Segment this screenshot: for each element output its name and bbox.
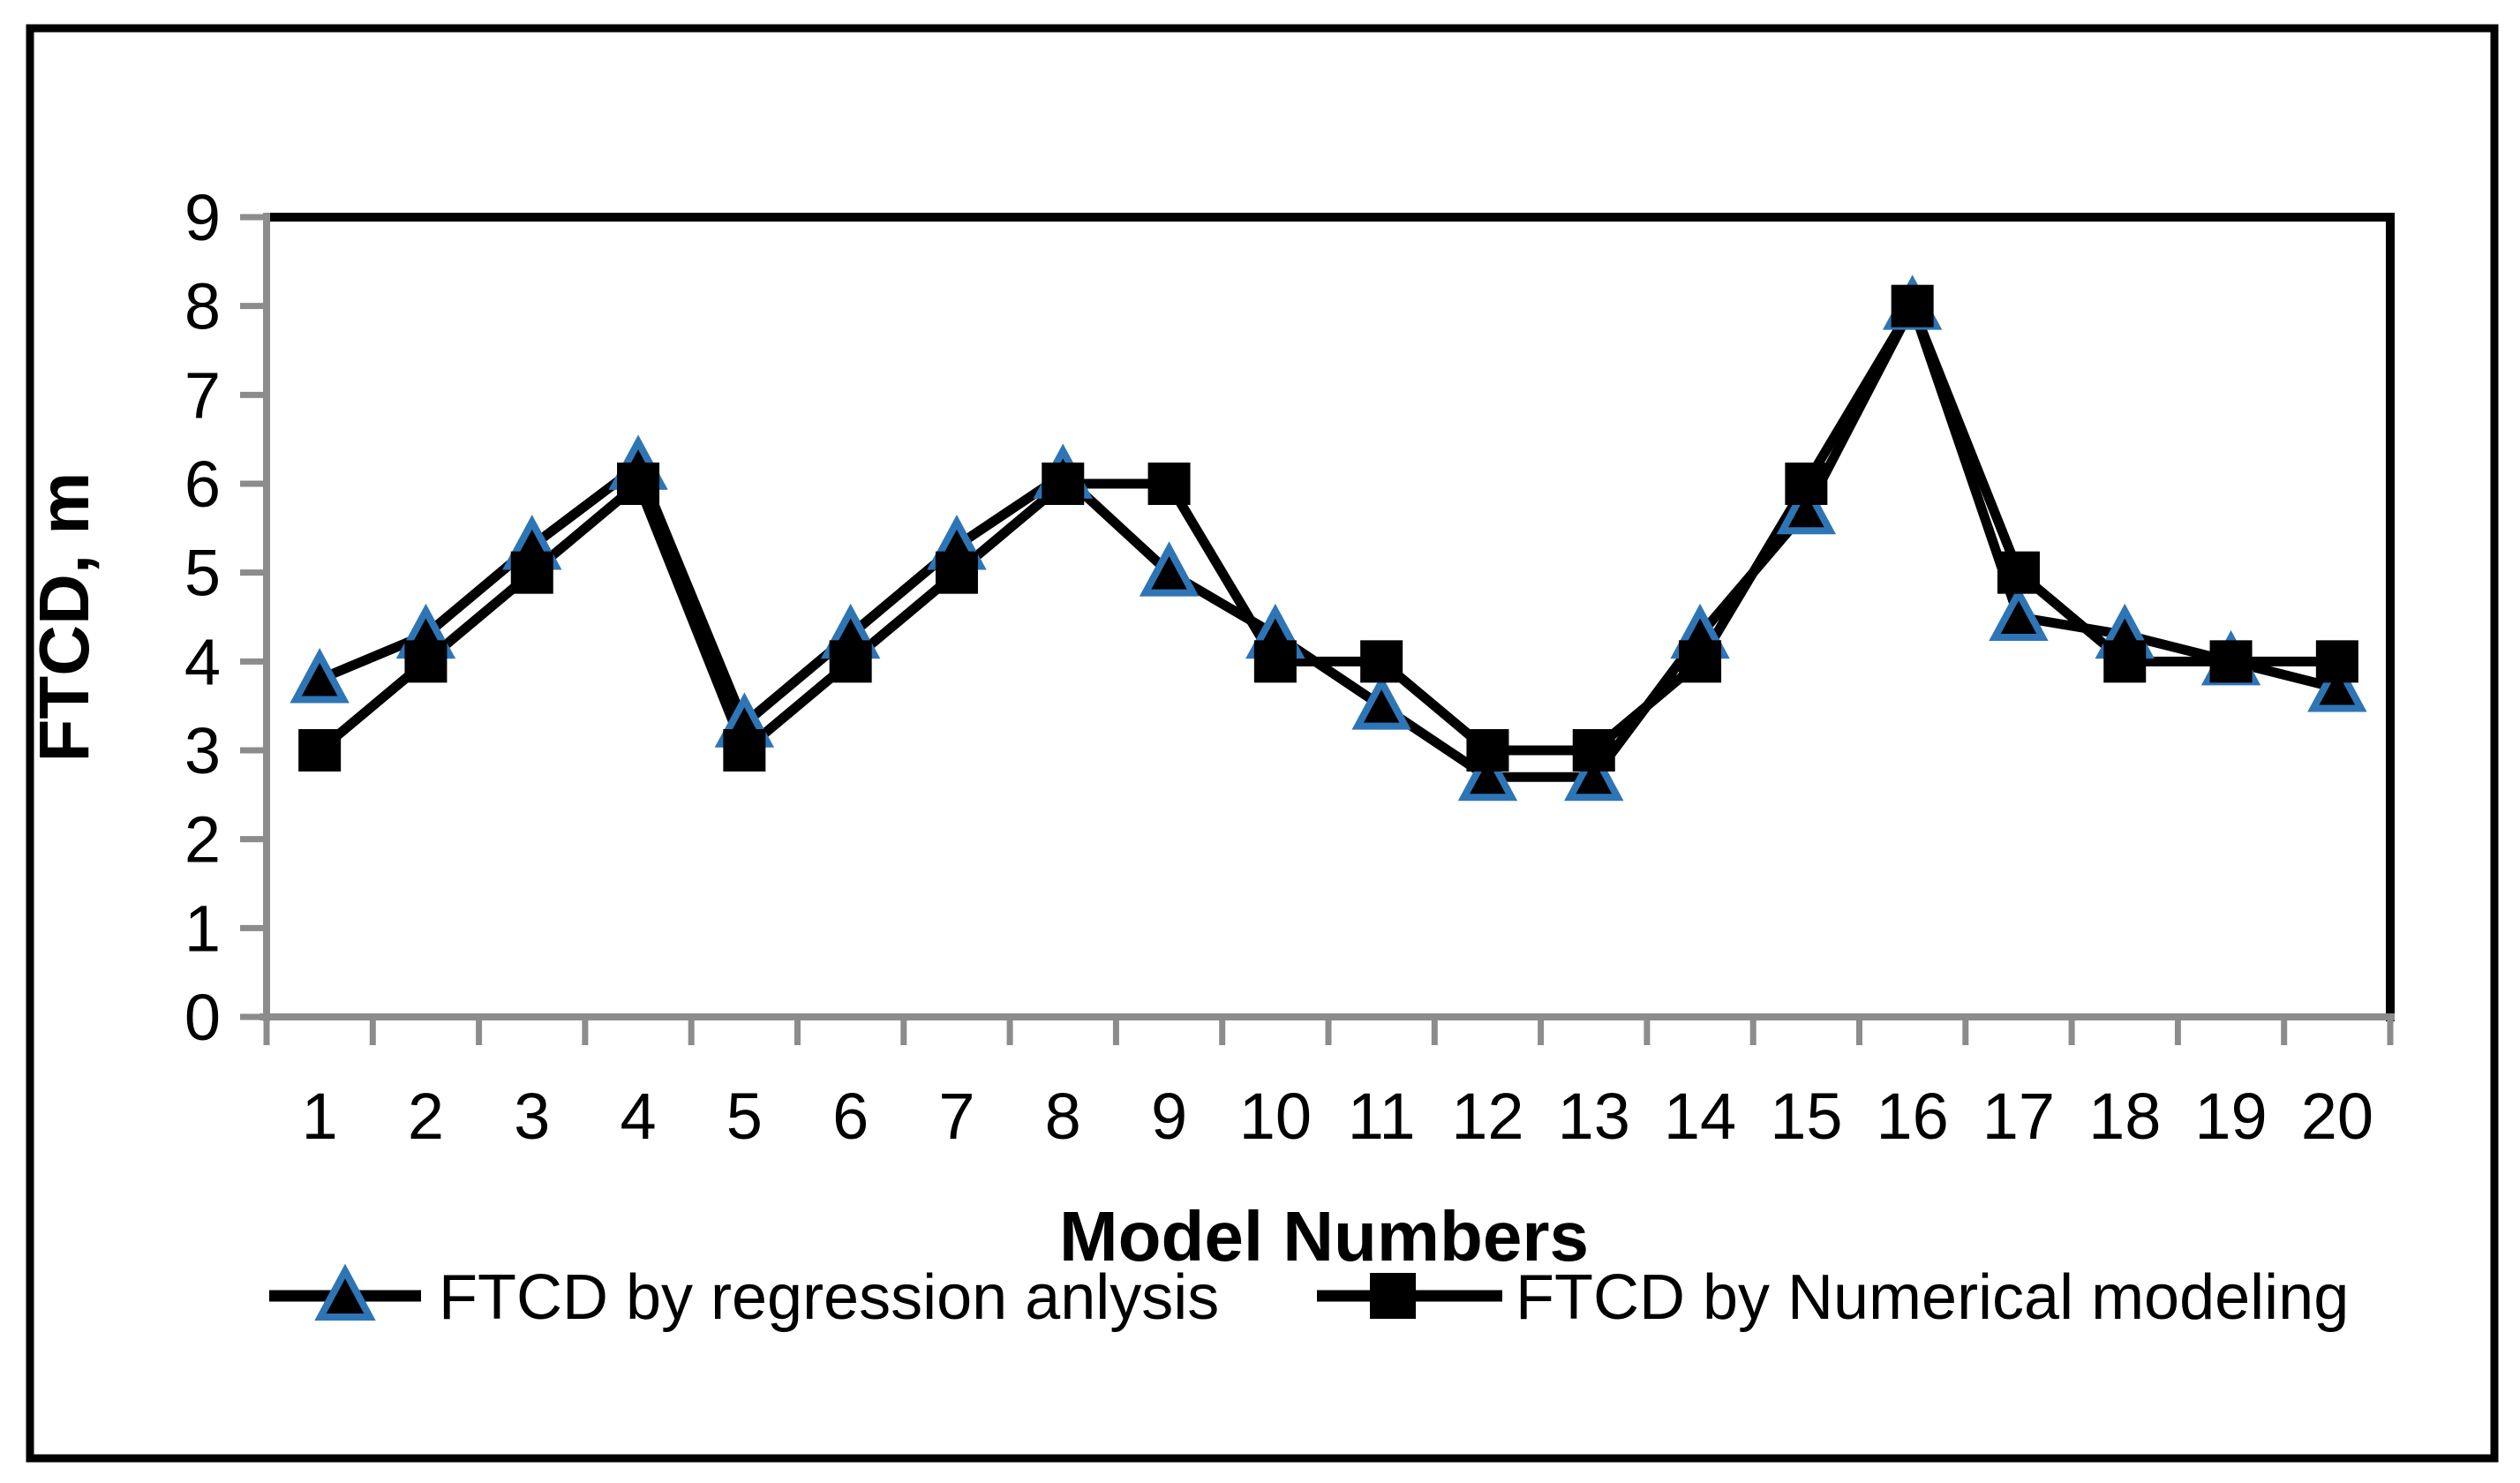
x-tick-label: 5 [726, 1080, 763, 1153]
y-tick-label: 5 [184, 537, 221, 610]
x-tick-label: 2 [408, 1080, 444, 1153]
data-point-marker-regression-11 [1351, 674, 1411, 730]
plot-area [290, 275, 2367, 802]
legend-square-icon [1370, 1273, 1416, 1319]
x-tick-label: 1 [302, 1080, 338, 1153]
x-tick-label: 4 [620, 1080, 656, 1153]
legend-item-regression: FTCD by regression anlysis [269, 1262, 1219, 1333]
legend-item-numerical: FTCD by Numerical modeling [1317, 1262, 2349, 1333]
outer-border [26, 24, 2499, 1463]
y-tick-label: 0 [184, 981, 221, 1054]
data-point-marker-regression-17 [1989, 585, 2049, 641]
y-tick-label: 3 [184, 714, 221, 787]
x-tick-label: 15 [1770, 1080, 1842, 1153]
x-tick-label: 13 [1558, 1080, 1630, 1153]
series-line-numerical [316, 301, 2337, 756]
y-tick-label: 8 [184, 270, 221, 343]
data-point-marker-numerical-14 [1679, 640, 1722, 683]
y-tick-label: 6 [184, 448, 221, 521]
y-tick-label: 7 [184, 358, 221, 432]
x-tick-label: 17 [1982, 1080, 2055, 1153]
legend-triangle-icon [314, 1263, 376, 1321]
data-point-marker-numerical-19 [2209, 640, 2253, 683]
data-point-marker-numerical-2 [404, 640, 448, 683]
data-point-marker-numerical-12 [1466, 729, 1509, 772]
data-point-marker-regression-12 [1457, 745, 1518, 802]
data-point-marker-numerical-6 [829, 640, 872, 683]
data-point-marker-regression-15 [1776, 478, 1837, 535]
data-point-marker-regression-1 [290, 648, 350, 704]
x-tick-label: 7 [938, 1080, 974, 1153]
y-tick-label: 1 [184, 892, 221, 965]
y-tick-label: 4 [184, 625, 221, 698]
data-point-marker-numerical-10 [1253, 640, 1297, 683]
legend-label-numerical: FTCD by Numerical modeling [1516, 1262, 2349, 1333]
legend-label-regression: FTCD by regression anlysis [439, 1262, 1219, 1333]
data-point-marker-numerical-20 [2315, 640, 2358, 683]
data-point-marker-numerical-17 [1997, 551, 2040, 594]
y-tick-label: 9 [184, 181, 221, 254]
y-axis-title: FTCD, m [25, 472, 103, 763]
x-tick-label: 18 [2088, 1080, 2161, 1153]
x-tick-label: 10 [1239, 1080, 1312, 1153]
data-point-marker-numerical-8 [1042, 463, 1085, 505]
data-point-marker-regression-20 [2307, 657, 2367, 712]
x-tick-label: 14 [1664, 1080, 1736, 1153]
data-point-marker-numerical-11 [1360, 640, 1403, 683]
data-point-marker-numerical-15 [1785, 463, 1828, 505]
data-point-marker-numerical-1 [298, 729, 342, 772]
legend: FTCD by regression anlysis FTCD by Numer… [269, 1262, 2349, 1333]
data-point-marker-numerical-7 [935, 551, 978, 594]
x-tick-label: 16 [1876, 1080, 1948, 1153]
data-point-marker-regression-13 [1564, 745, 1624, 802]
data-point-marker-numerical-5 [723, 729, 766, 772]
x-tick-label: 12 [1451, 1080, 1523, 1153]
y-tick-label: 2 [184, 803, 221, 877]
x-tick-label: 6 [832, 1080, 869, 1153]
x-axis-title: Model Numbers [1059, 1197, 1589, 1276]
data-point-marker-numerical-18 [2103, 640, 2147, 683]
x-tick-label: 19 [2194, 1080, 2267, 1153]
data-point-marker-numerical-16 [1891, 284, 1934, 327]
x-tick-label: 20 [2301, 1080, 2373, 1153]
data-point-marker-regression-9 [1139, 541, 1200, 597]
x-tick-label: 3 [514, 1080, 550, 1153]
data-point-marker-numerical-3 [510, 551, 553, 594]
data-point-marker-numerical-4 [617, 463, 660, 505]
x-tick-label: 11 [1348, 1080, 1416, 1153]
data-point-marker-numerical-13 [1572, 729, 1615, 772]
x-tick-label: 9 [1151, 1080, 1187, 1153]
x-tick-label: 8 [1045, 1080, 1081, 1153]
data-point-marker-numerical-9 [1147, 463, 1191, 505]
